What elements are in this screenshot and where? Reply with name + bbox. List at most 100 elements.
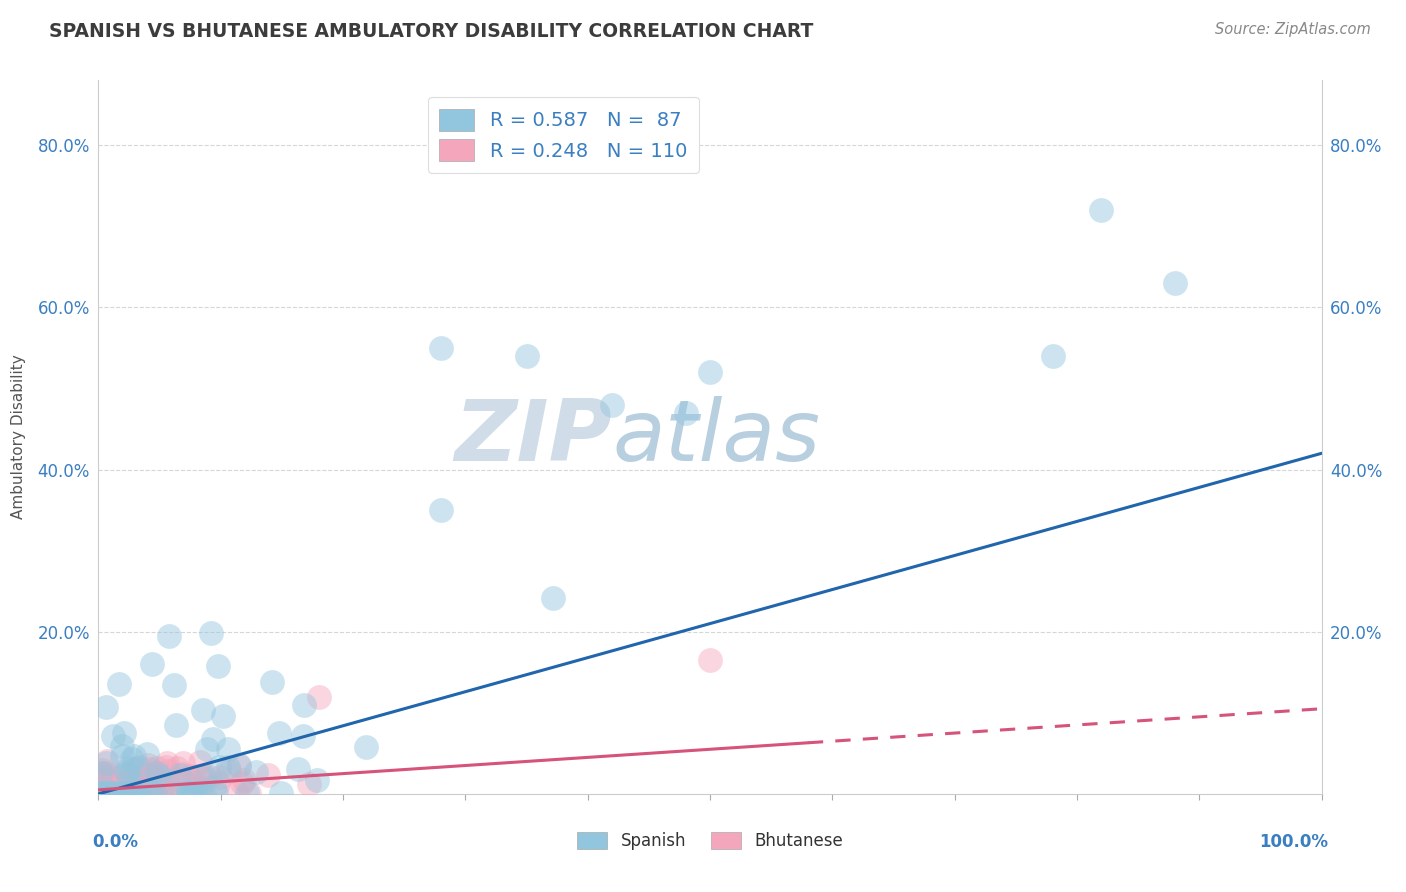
Point	[141, 768, 163, 782]
Point	[115, 786, 138, 800]
Point	[287, 762, 309, 776]
Point	[205, 786, 228, 800]
Point	[91, 780, 114, 794]
Point	[150, 780, 173, 794]
Point	[231, 776, 253, 790]
Point	[94, 786, 117, 800]
Point	[190, 786, 212, 800]
Point	[143, 786, 166, 800]
Point	[98, 786, 121, 800]
Point	[292, 698, 315, 712]
Text: 0.0%: 0.0%	[93, 833, 138, 851]
Point	[166, 786, 188, 800]
Point	[138, 770, 160, 784]
Point	[138, 782, 160, 797]
Legend: Spanish, Bhutanese: Spanish, Bhutanese	[571, 825, 849, 857]
Point	[100, 786, 122, 800]
Point	[110, 783, 132, 797]
Point	[104, 771, 127, 785]
Point	[118, 786, 141, 800]
Point	[121, 770, 143, 784]
Point	[94, 780, 117, 795]
Point	[90, 765, 112, 780]
Point	[101, 780, 124, 794]
Point	[165, 717, 187, 731]
Point	[111, 780, 134, 794]
Point	[96, 700, 118, 714]
Point	[108, 786, 131, 800]
Point	[211, 709, 233, 723]
Point	[111, 786, 134, 800]
Point	[136, 786, 159, 800]
Point	[129, 773, 152, 788]
Point	[157, 629, 180, 643]
Point	[125, 775, 148, 789]
Point	[675, 406, 697, 420]
Point	[98, 786, 121, 800]
Point	[1164, 276, 1187, 290]
Point	[228, 758, 250, 772]
Point	[103, 786, 125, 800]
Point	[90, 779, 112, 793]
Point	[217, 760, 239, 774]
Point	[107, 786, 129, 800]
Point	[111, 776, 134, 790]
Point	[93, 766, 115, 780]
Point	[117, 767, 139, 781]
Point	[156, 764, 179, 778]
Point	[89, 769, 111, 783]
Point	[180, 786, 202, 800]
Point	[108, 782, 131, 797]
Point	[195, 741, 218, 756]
Point	[91, 786, 114, 800]
Point	[172, 767, 194, 781]
Point	[1042, 349, 1064, 363]
Point	[101, 786, 124, 800]
Point	[111, 774, 134, 789]
Point	[89, 773, 111, 788]
Point	[118, 786, 141, 800]
Point	[103, 786, 125, 800]
Point	[138, 767, 160, 781]
Point	[117, 777, 139, 791]
Point	[145, 773, 167, 788]
Point	[103, 786, 125, 800]
Point	[115, 764, 138, 779]
Point	[156, 756, 179, 771]
Point	[120, 786, 142, 800]
Point	[138, 770, 160, 784]
Point	[201, 731, 224, 746]
Point	[121, 786, 143, 800]
Point	[127, 786, 149, 800]
Point	[93, 786, 115, 800]
Point	[699, 653, 721, 667]
Point	[135, 747, 157, 761]
Point	[600, 398, 623, 412]
Text: atlas: atlas	[612, 395, 820, 479]
Point	[207, 658, 229, 673]
Point	[98, 786, 121, 800]
Point	[98, 779, 121, 793]
Point	[101, 729, 124, 743]
Point	[177, 786, 200, 800]
Point	[200, 626, 222, 640]
Point	[207, 776, 229, 790]
Text: ZIP: ZIP	[454, 395, 612, 479]
Point	[100, 786, 122, 800]
Point	[238, 786, 260, 800]
Point	[93, 786, 115, 800]
Point	[143, 764, 166, 779]
Point	[193, 772, 215, 786]
Point	[308, 690, 330, 704]
Point	[184, 786, 207, 800]
Point	[177, 786, 200, 800]
Point	[136, 786, 159, 800]
Point	[121, 752, 143, 766]
Point	[197, 770, 219, 784]
Point	[122, 748, 145, 763]
Point	[100, 786, 122, 800]
Point	[115, 786, 138, 800]
Point	[107, 786, 129, 800]
Point	[169, 767, 191, 781]
Point	[188, 755, 211, 769]
